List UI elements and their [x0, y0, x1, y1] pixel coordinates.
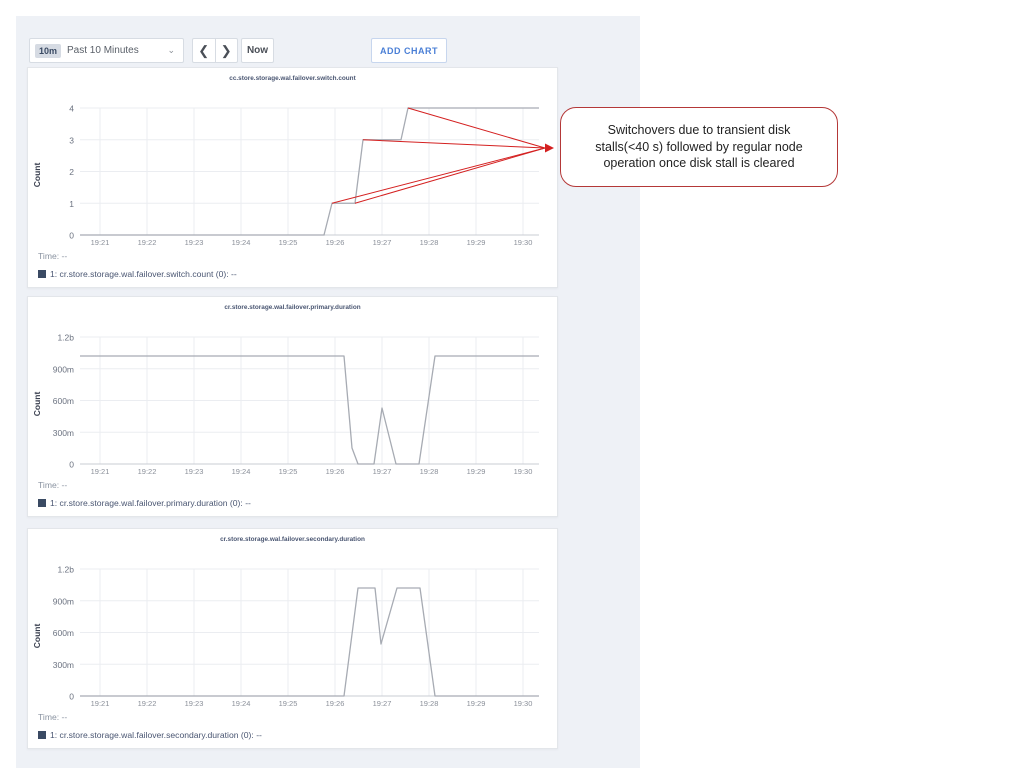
svg-text:19:23: 19:23 [185, 467, 204, 476]
svg-text:19:25: 19:25 [279, 467, 298, 476]
svg-text:0: 0 [69, 460, 74, 470]
svg-text:1: 1 [69, 199, 74, 209]
svg-text:19:24: 19:24 [232, 699, 251, 708]
svg-text:1.2b: 1.2b [57, 565, 74, 575]
svg-text:Count: Count [32, 163, 42, 188]
svg-text:19:25: 19:25 [279, 238, 298, 247]
svg-text:2: 2 [69, 167, 74, 177]
svg-text:19:29: 19:29 [467, 238, 486, 247]
svg-text:300m: 300m [53, 428, 74, 438]
svg-text:Count: Count [32, 624, 42, 649]
svg-text:300m: 300m [53, 660, 74, 670]
svg-text:1.2b: 1.2b [57, 333, 74, 343]
svg-text:19:25: 19:25 [279, 699, 298, 708]
svg-text:600m: 600m [53, 396, 74, 406]
svg-text:19:30: 19:30 [514, 238, 533, 247]
svg-text:19:30: 19:30 [514, 467, 533, 476]
svg-text:19:29: 19:29 [467, 699, 486, 708]
svg-text:600m: 600m [53, 628, 74, 638]
svg-text:19:27: 19:27 [373, 467, 392, 476]
svg-text:900m: 900m [53, 364, 74, 374]
svg-text:19:28: 19:28 [420, 467, 439, 476]
svg-text:19:28: 19:28 [420, 238, 439, 247]
svg-text:4: 4 [69, 104, 74, 114]
svg-text:900m: 900m [53, 596, 74, 606]
svg-text:0: 0 [69, 692, 74, 702]
svg-text:19:27: 19:27 [373, 238, 392, 247]
svg-text:19:28: 19:28 [420, 699, 439, 708]
svg-text:19:22: 19:22 [138, 699, 157, 708]
svg-text:19:23: 19:23 [185, 238, 204, 247]
svg-text:19:24: 19:24 [232, 467, 251, 476]
svg-text:19:27: 19:27 [373, 699, 392, 708]
svg-text:19:26: 19:26 [326, 238, 345, 247]
svg-text:Count: Count [32, 392, 42, 417]
svg-text:19:22: 19:22 [138, 238, 157, 247]
svg-text:19:23: 19:23 [185, 699, 204, 708]
svg-text:0: 0 [69, 231, 74, 241]
svg-text:19:21: 19:21 [91, 238, 110, 247]
svg-text:19:26: 19:26 [326, 467, 345, 476]
svg-text:19:21: 19:21 [91, 467, 110, 476]
svg-text:19:29: 19:29 [467, 467, 486, 476]
svg-text:19:30: 19:30 [514, 699, 533, 708]
svg-text:19:24: 19:24 [232, 238, 251, 247]
svg-text:19:26: 19:26 [326, 699, 345, 708]
svg-text:3: 3 [69, 135, 74, 145]
svg-text:19:21: 19:21 [91, 699, 110, 708]
svg-text:19:22: 19:22 [138, 467, 157, 476]
